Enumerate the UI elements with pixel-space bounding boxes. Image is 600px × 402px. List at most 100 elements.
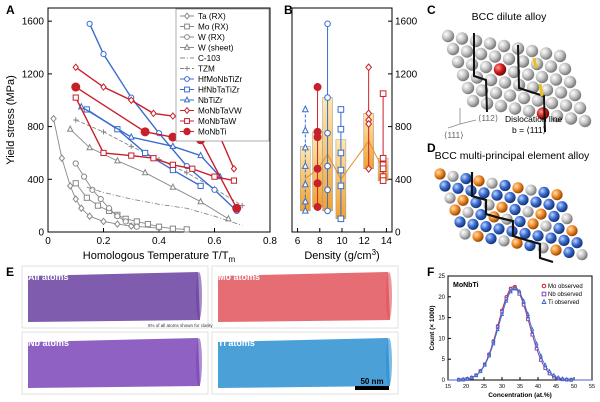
legend-label: W (sheet) [198, 44, 234, 53]
legend-item-monbti: MoNbTi [180, 128, 227, 137]
data-point [155, 223, 163, 230]
matrix-atom [474, 47, 488, 61]
matrix-atom [554, 86, 568, 99]
atom-b [499, 179, 511, 192]
matrix-atom [558, 62, 572, 76]
data-point [169, 166, 176, 174]
legend-label: Ti observed [548, 300, 579, 306]
data-point [324, 94, 331, 101]
group-hfnbtatizr [337, 106, 345, 223]
x-tick-label: 45 [553, 384, 559, 390]
atom-b [563, 246, 575, 258]
chart-f-concentration-histogram: 15 20 25 30 35 40 45 50 550510152025Concentratio… [429, 274, 595, 399]
data-point [100, 51, 107, 58]
data-point [50, 114, 57, 123]
legend-marker [541, 283, 547, 289]
series-line [86, 186, 243, 226]
legend-item-mo-rx: Mo (RX) [180, 23, 229, 32]
legend-marker [183, 43, 191, 50]
burgers-arrow-2 [538, 83, 544, 97]
panel-label-b: B [284, 3, 293, 17]
x-tick-label: 35 [517, 384, 523, 390]
scalebar-label: 50 nm [360, 377, 383, 386]
data-point [239, 203, 245, 209]
chart-a-yield-vs-homologous: 0 0.2 0.4 0.6 0.8 0 400 800 1200 1600 Homologous T… [5, 7, 277, 264]
data-point [100, 149, 107, 157]
matrix-atom [517, 91, 531, 105]
x-tick-label: 6 [295, 236, 301, 247]
data-point [543, 362, 548, 367]
burgers-arrow-1 [532, 57, 538, 69]
data-point [113, 156, 121, 164]
legend-label: MoNbTi [198, 128, 227, 137]
data-point [127, 96, 135, 105]
data-point [184, 170, 190, 176]
matrix-atom [498, 76, 512, 89]
matrix-atom [460, 45, 474, 58]
x-tick-label: 0.8 [263, 236, 277, 247]
matrix-atom [535, 70, 549, 84]
legend-item-w-rx: W (RX) [180, 33, 225, 42]
matrix-atom [484, 73, 498, 87]
data-point [313, 202, 322, 211]
legend-item-c-103: C-103 [180, 54, 221, 63]
x-tick-label: 20 [463, 384, 469, 390]
cloud-end [386, 338, 392, 386]
legend-label: Ta (RX) [198, 12, 226, 21]
data-point [72, 160, 79, 167]
data-point [379, 90, 387, 97]
data-point [232, 203, 242, 213]
matrix-atom [521, 68, 535, 81]
atom-cloud [218, 272, 390, 322]
cloud-end [196, 272, 202, 320]
data-point [495, 326, 500, 332]
data-point [560, 375, 565, 381]
y-tick-label: 0 [395, 228, 401, 239]
data-point [301, 206, 309, 214]
tile-ti-atoms: Ti atoms [211, 331, 399, 395]
cloud-end [386, 272, 392, 320]
atom-b [517, 194, 529, 206]
panel-e-atom-probe: All atoms Mo atoms Nb atoms Ti atoms 5% of a… [21, 265, 399, 395]
matrix-atom [540, 83, 554, 97]
panel-c-title: BCC dilute alloy [472, 11, 547, 23]
data-point [197, 182, 204, 189]
group-monbti [313, 83, 322, 211]
matrix-atom [568, 88, 582, 102]
panel-d-bcc-mpea: BCC multi-principal element alloy [434, 150, 590, 264]
data-point [114, 220, 121, 228]
data-point [197, 151, 205, 159]
data-point [551, 372, 556, 378]
matrix-atom [531, 94, 545, 107]
x-tick-label: 55 [589, 384, 595, 390]
atom-b [558, 234, 570, 246]
data-point [169, 182, 177, 190]
atom-c [486, 177, 498, 189]
y-axis-label: Count (× 1000) [429, 306, 436, 351]
dislocation-line [470, 172, 554, 264]
atom-b [538, 186, 550, 198]
tile-mo-atoms: Mo atoms [211, 265, 399, 329]
data-point [83, 194, 90, 201]
matrix-atom [553, 49, 567, 63]
atom-cloud [28, 272, 200, 322]
panel-label-f: F [427, 265, 434, 279]
legend-item-hfnbtatizr: HfNbTaTiZr [180, 86, 240, 95]
group-monbtaw [379, 90, 387, 184]
matrix-atom [530, 57, 544, 71]
matrix-atom [489, 86, 503, 100]
data-point [512, 285, 518, 291]
panel-label-a: A [6, 3, 15, 17]
data-point [478, 368, 483, 374]
legend-marker [183, 12, 191, 20]
data-point [337, 125, 345, 133]
atom-a [512, 182, 524, 194]
y-tick-label: 0 [442, 378, 446, 384]
series-line [75, 97, 235, 182]
data-point [547, 368, 552, 374]
data-point [379, 177, 387, 184]
legend-marker [183, 106, 191, 115]
legend-item-monbtavw: MoNbTaVW [180, 107, 242, 116]
atom-a [527, 218, 539, 230]
